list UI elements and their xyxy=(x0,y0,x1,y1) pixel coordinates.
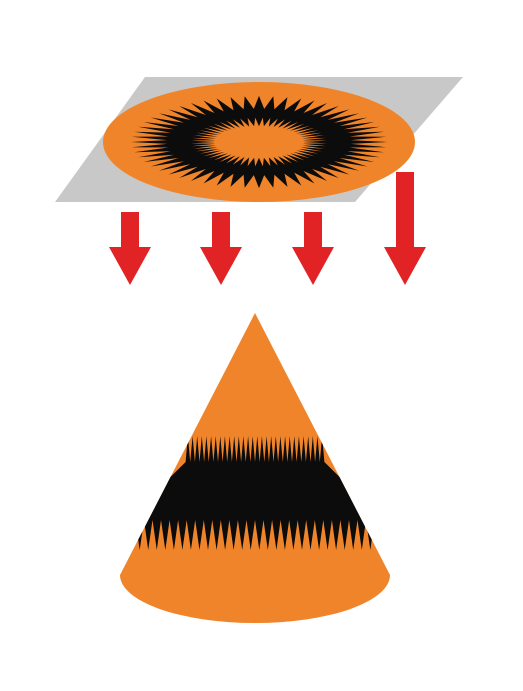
down-arrow-icon xyxy=(109,212,151,285)
cone xyxy=(120,313,390,623)
down-arrow-icon xyxy=(200,212,242,285)
down-arrow-icon xyxy=(292,212,334,285)
arrow-group xyxy=(109,172,426,285)
flat-pattern-plate xyxy=(55,77,463,202)
orange-disc xyxy=(103,82,415,202)
black-spiky-ring xyxy=(131,95,387,189)
black-spiky-band xyxy=(126,436,384,550)
down-arrow-icon xyxy=(384,172,426,285)
